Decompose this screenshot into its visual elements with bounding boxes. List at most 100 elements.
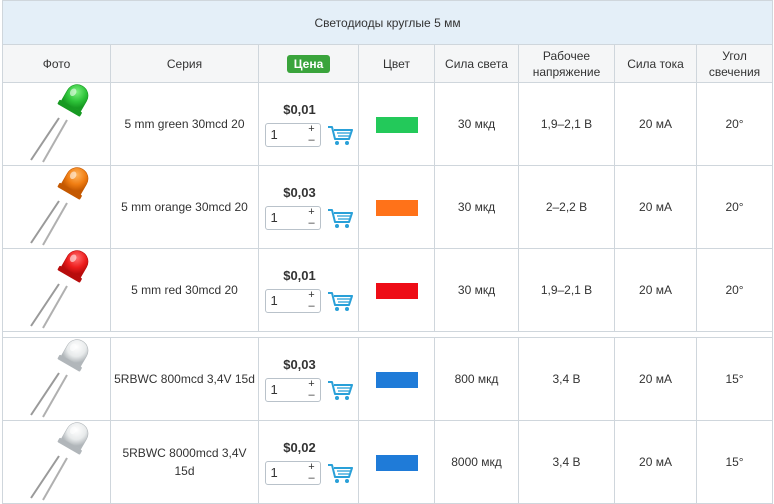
quantity-input[interactable]: [265, 123, 304, 146]
quantity-stepper: +–: [264, 122, 321, 147]
product-photo[interactable]: [2, 420, 111, 504]
series-cell[interactable]: 5 mm orange 30mcd 20: [110, 165, 259, 249]
decrement-button[interactable]: –: [308, 217, 315, 229]
angle-cell: 20°: [695, 248, 774, 332]
voltage-cell: 1,9–2,1 В: [518, 82, 615, 166]
current-cell: 20 мА: [614, 420, 697, 504]
price-value: $0,03: [283, 184, 316, 200]
voltage-cell: 2–2,2 В: [518, 165, 615, 249]
quantity-stepper: +–: [264, 288, 321, 313]
header-color: Цвет: [358, 44, 435, 83]
decrement-button[interactable]: –: [308, 472, 315, 484]
series-cell[interactable]: 5RBWC 8000mcd 3,4V 15d: [110, 420, 259, 504]
price-sort-badge[interactable]: Цена: [286, 54, 331, 73]
series-cell[interactable]: 5 mm green 30mcd 20: [110, 82, 259, 166]
current-cell: 20 мА: [614, 337, 697, 421]
decrement-button[interactable]: –: [308, 300, 315, 312]
decrement-button[interactable]: –: [308, 134, 315, 146]
table-row: 5 mm green 30mcd 20 $0,01 +– 30 мкд1,9–2,1 …: [2, 82, 774, 166]
current-cell: 20 мА: [614, 82, 697, 166]
color-cell: [358, 82, 435, 166]
color-cell: [358, 420, 435, 504]
price-value: $0,01: [283, 267, 316, 283]
price-cell: $0,01 +–: [258, 248, 359, 332]
voltage-cell: 1,9–2,1 В: [518, 248, 615, 332]
angle-cell: 20°: [695, 165, 774, 249]
series-link[interactable]: 5RBWC 8000mcd 3,4V 15d: [122, 446, 247, 478]
product-photo[interactable]: [2, 82, 111, 166]
series-link[interactable]: 5 mm orange 30mcd 20: [121, 200, 248, 214]
price-cell: $0,03 +–: [258, 165, 359, 249]
price-cell: $0,01 +–: [258, 82, 359, 166]
header-row: Фото Серия Цена Цвет Сила света Рабочее …: [2, 44, 774, 83]
header-current: Сила тока: [614, 44, 697, 83]
luminosity-cell: 800 мкд: [434, 337, 519, 421]
increment-button[interactable]: +: [308, 206, 315, 218]
color-cell: [358, 337, 435, 421]
angle-cell: 15°: [695, 337, 774, 421]
table-row: 5RBWC 8000mcd 3,4V 15d $0,02 +– 8000 мкд3,4…: [2, 420, 774, 504]
voltage-cell: 3,4 В: [518, 420, 615, 504]
quantity-stepper: +–: [264, 460, 321, 485]
price-cell: $0,03 +–: [258, 337, 359, 421]
increment-button[interactable]: +: [308, 123, 315, 135]
product-photo[interactable]: [2, 248, 111, 332]
color-swatch: [375, 282, 418, 299]
quantity-stepper: +–: [264, 205, 321, 230]
header-luminosity: Сила света: [434, 44, 519, 83]
price-value: $0,03: [283, 356, 316, 372]
series-link[interactable]: 5 mm red 30mcd 20: [131, 283, 238, 297]
luminosity-cell: 30 мкд: [434, 165, 519, 249]
current-cell: 20 мА: [614, 165, 697, 249]
quantity-input[interactable]: [265, 461, 304, 484]
quantity-input[interactable]: [265, 289, 304, 312]
series-link[interactable]: 5 mm green 30mcd 20: [124, 117, 245, 131]
header-voltage: Рабочее напряжение: [518, 44, 615, 83]
cart-icon[interactable]: [327, 462, 353, 484]
color-swatch: [375, 454, 418, 471]
led-orange-icon: [29, 167, 88, 246]
angle-cell: 20°: [695, 82, 774, 166]
increment-button[interactable]: +: [308, 461, 315, 473]
increment-button[interactable]: +: [308, 378, 315, 390]
current-cell: 20 мА: [614, 248, 697, 332]
table-title: Светодиоды круглые 5 мм: [1, 0, 774, 45]
led-clear-icon: [29, 422, 88, 501]
header-angle: Угол свечения: [695, 44, 774, 83]
led-red-icon: [29, 250, 88, 329]
angle-cell: 15°: [695, 420, 774, 504]
quantity-input[interactable]: [265, 206, 304, 229]
luminosity-cell: 8000 мкд: [434, 420, 519, 504]
color-swatch: [375, 199, 418, 216]
color-swatch: [375, 116, 418, 133]
product-photo[interactable]: [2, 165, 111, 249]
price-value: $0,02: [283, 439, 316, 455]
header-series: Серия: [110, 44, 259, 83]
cart-icon[interactable]: [327, 379, 353, 401]
cart-icon[interactable]: [327, 290, 353, 312]
decrement-button[interactable]: –: [308, 389, 315, 401]
series-cell[interactable]: 5RBWC 800mcd 3,4V 15d: [110, 337, 259, 421]
color-swatch: [375, 371, 418, 388]
series-cell[interactable]: 5 mm red 30mcd 20: [110, 248, 259, 332]
luminosity-cell: 30 мкд: [434, 248, 519, 332]
price-value: $0,01: [283, 101, 316, 117]
cart-icon[interactable]: [327, 207, 353, 229]
product-photo[interactable]: [2, 337, 111, 421]
quantity-stepper: +–: [264, 377, 321, 402]
header-price[interactable]: Цена: [258, 44, 359, 83]
increment-button[interactable]: +: [308, 289, 315, 301]
series-link[interactable]: 5RBWC 800mcd 3,4V 15d: [114, 372, 255, 386]
led-green-icon: [29, 84, 88, 163]
quantity-input[interactable]: [265, 378, 304, 401]
price-cell: $0,02 +–: [258, 420, 359, 504]
voltage-cell: 3,4 В: [518, 337, 615, 421]
cart-icon[interactable]: [327, 124, 353, 146]
color-cell: [358, 165, 435, 249]
color-cell: [358, 248, 435, 332]
